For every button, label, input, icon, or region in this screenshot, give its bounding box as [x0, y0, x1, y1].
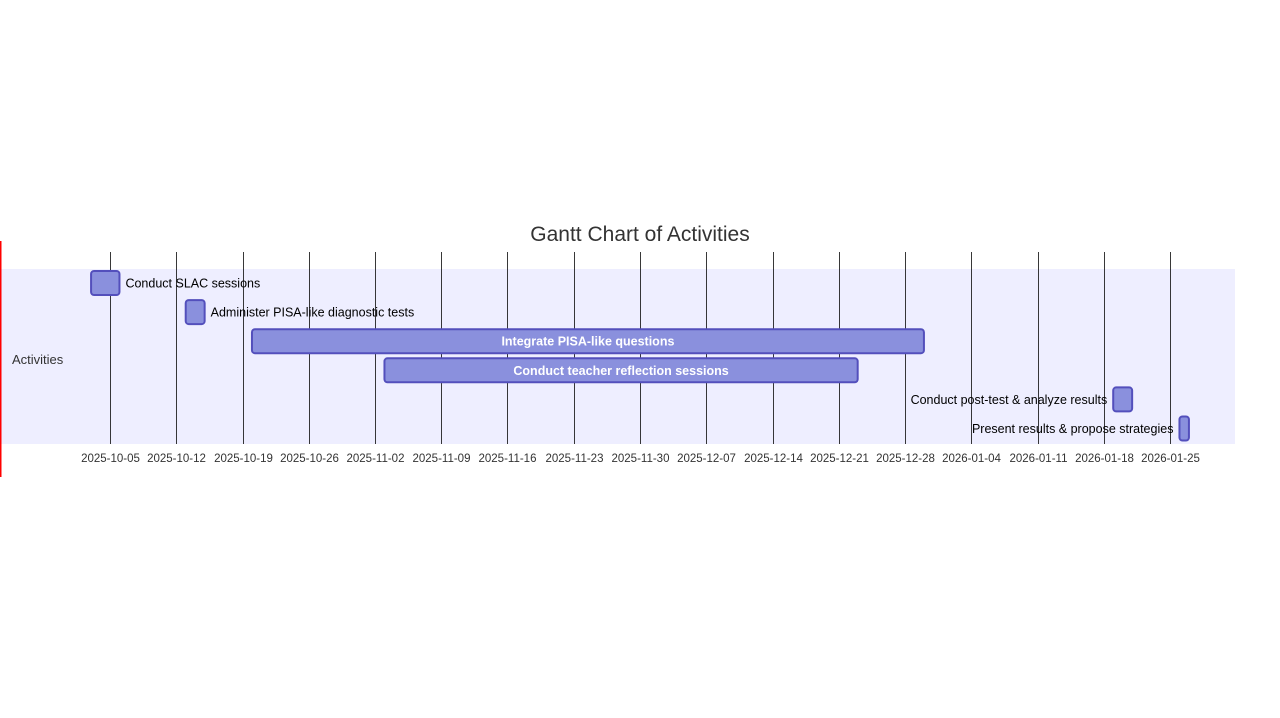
tick-label: 2025-12-14: [744, 453, 803, 465]
tick-label: 2025-11-09: [413, 453, 471, 465]
task-label: Conduct post-test & analyze results: [911, 393, 1108, 407]
task: Present results & propose strategies: [972, 415, 1190, 442]
task: Conduct post-test & analyze results: [911, 386, 1134, 413]
task-label: Integrate PISA-like questions: [501, 335, 674, 349]
task-bar: [1178, 415, 1190, 442]
task-bar: [1112, 386, 1134, 413]
tick-label: 2025-10-19: [214, 453, 273, 465]
task: Conduct SLAC sessions: [90, 270, 260, 296]
tick-label: 2026-01-04: [942, 453, 1001, 465]
chart-title: Gantt Chart of Activities: [530, 223, 749, 246]
tick-label: 2025-11-23: [546, 453, 604, 465]
tick-label: 2025-12-28: [876, 453, 935, 465]
task-bar: [184, 299, 206, 326]
tick-label: 2025-12-07: [677, 453, 736, 465]
task-label: Conduct teacher reflection sessions: [513, 364, 728, 378]
tick-label: 2026-01-11: [1010, 453, 1068, 465]
task-bar: [90, 270, 121, 296]
task-label: Administer PISA-like diagnostic tests: [211, 306, 415, 320]
task: Integrate PISA-like questions: [250, 328, 925, 355]
section-label: Activities: [12, 352, 64, 367]
tick-label: 2025-10-05: [81, 453, 140, 465]
tick-label: 2025-10-12: [147, 453, 206, 465]
section-background: [0, 269, 1235, 444]
task-bar: [383, 357, 859, 384]
task-bar: [250, 328, 925, 355]
tick-label: 2026-01-18: [1075, 453, 1134, 465]
task-label: Conduct SLAC sessions: [125, 277, 260, 291]
tick-label: 2025-11-16: [479, 453, 537, 465]
tick-label: 2025-11-02: [347, 453, 405, 465]
tick-label: 2026-01-25: [1141, 453, 1200, 465]
tick-label: 2025-10-26: [280, 453, 339, 465]
x-axis-ticks: 2025-10-05 2025-10-12 2025-10-19 2025-10-26…: [81, 453, 1200, 465]
task-bars: Conduct SLAC sessions Administer PISA-lik…: [90, 270, 1190, 442]
task-label: Present results & propose strategies: [972, 422, 1174, 436]
tick-label: 2025-12-21: [810, 453, 869, 465]
tick-label: 2025-11-30: [612, 453, 670, 465]
task: Administer PISA-like diagnostic tests: [184, 299, 415, 326]
task: Conduct teacher reflection sessions: [383, 357, 859, 384]
